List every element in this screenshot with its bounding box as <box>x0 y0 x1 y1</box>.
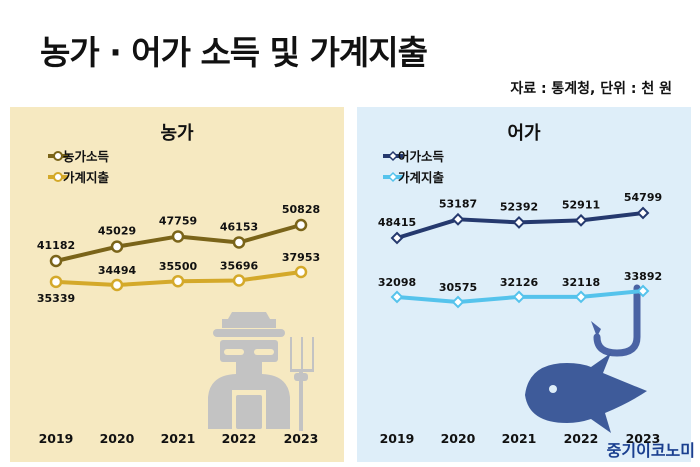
chart1-series1-data-label: 32098 <box>378 276 416 289</box>
chart0-series1-point <box>171 274 185 288</box>
chart0-series1-data-label: 34494 <box>98 264 137 277</box>
chart0-series1-point <box>110 278 124 292</box>
chart1-series1-point <box>574 290 588 304</box>
fish-chart-title: 어가 <box>507 123 541 144</box>
chart1-series0-point <box>390 231 404 245</box>
chart0-x-tick-label: 2019 <box>39 431 74 446</box>
chart0-series0-data-label: 41182 <box>37 239 75 252</box>
chart0-series0-data-label: 46153 <box>220 220 258 233</box>
chart0-x-tick-label: 2023 <box>284 431 319 446</box>
chart0-series0-point <box>171 230 185 243</box>
chart0-series1-point <box>294 265 308 279</box>
chart1-series1-point <box>512 290 526 304</box>
chart1-legend-label-1: 가계지출 <box>398 170 445 185</box>
chart1-series1-point <box>390 290 404 304</box>
chart1-series0-point <box>636 206 650 220</box>
chart1-x-tick-label: 2019 <box>380 431 415 446</box>
chart0-series1-data-label: 35696 <box>220 259 259 272</box>
chart0-legend-marker-1 <box>53 172 63 182</box>
chart0-series0-point <box>232 236 246 249</box>
chart1-x-tick-label: 2021 <box>502 431 537 446</box>
chart0-series1-data-label: 35500 <box>159 260 198 273</box>
farmer-icon <box>208 312 314 431</box>
chart0-legend-label-1: 가계지출 <box>63 170 110 185</box>
brand-logo: 중기이코노미 <box>606 441 695 460</box>
chart1-legend-label-0: 어가소득 <box>398 149 445 164</box>
chart1-x-tick-label: 2020 <box>441 431 476 446</box>
fish-panel: 어가 <box>357 107 691 462</box>
chart0-series1-data-label: 37953 <box>282 251 320 264</box>
chart0-legend-label-0: 농가소득 <box>63 149 110 164</box>
chart1-series1-data-label: 30575 <box>439 281 477 294</box>
chart0-series0-data-label: 45029 <box>98 225 136 238</box>
chart1-x-tick-label: 2022 <box>564 431 599 446</box>
fishhook-barb-icon <box>591 321 601 337</box>
chart0-series1-point <box>232 274 246 287</box>
source-note: 자료 : 통계청, 단위 : 천 원 <box>510 81 672 97</box>
chart1-series1-point <box>636 284 650 298</box>
chart1-series0-data-label: 54799 <box>624 191 662 204</box>
chart0-legend-marker-0 <box>53 151 63 161</box>
fishhook-icon <box>593 284 641 357</box>
chart1-series0-data-label: 48415 <box>378 216 416 229</box>
chart0-series0-point <box>294 218 308 232</box>
chart1-series1-data-label: 32118 <box>562 276 600 289</box>
page-title: 농가 · 어가 소득 및 가계지출 <box>40 33 428 72</box>
chart1-legend-marker-1 <box>387 171 399 183</box>
chart0-series1-data-label: 35339 <box>37 292 75 305</box>
chart0-series0-data-label: 47759 <box>159 214 197 227</box>
chart1-series0-point <box>574 213 588 227</box>
fish-decoration <box>525 284 647 433</box>
chart0-x-tick-label: 2020 <box>100 431 135 446</box>
chart1-series0-data-label: 52392 <box>500 200 538 213</box>
chart1-legend-marker-0 <box>387 150 399 162</box>
chart1-series0-point <box>512 216 526 229</box>
chart1-x-tick-label: 2023 <box>626 431 661 446</box>
chart1-series1-point <box>451 295 465 309</box>
chart0-series1-point <box>49 275 63 289</box>
chart1-series0-data-label: 52911 <box>562 198 600 211</box>
farm-chart-title: 농가 <box>160 123 194 144</box>
chart0-series0-point <box>49 254 63 268</box>
chart0-series0-data-label: 50828 <box>282 203 320 216</box>
chart1-series1-data-label: 32126 <box>500 276 539 289</box>
fish-icon <box>525 353 647 433</box>
chart1-series0-point <box>451 212 465 226</box>
chart0-x-tick-label: 2021 <box>161 431 196 446</box>
chart0-x-tick-label: 2022 <box>222 431 257 446</box>
chart0-series0-point <box>110 240 124 253</box>
chart1-series0-data-label: 53187 <box>439 197 477 210</box>
chart1-series1-data-label: 33892 <box>624 270 662 283</box>
